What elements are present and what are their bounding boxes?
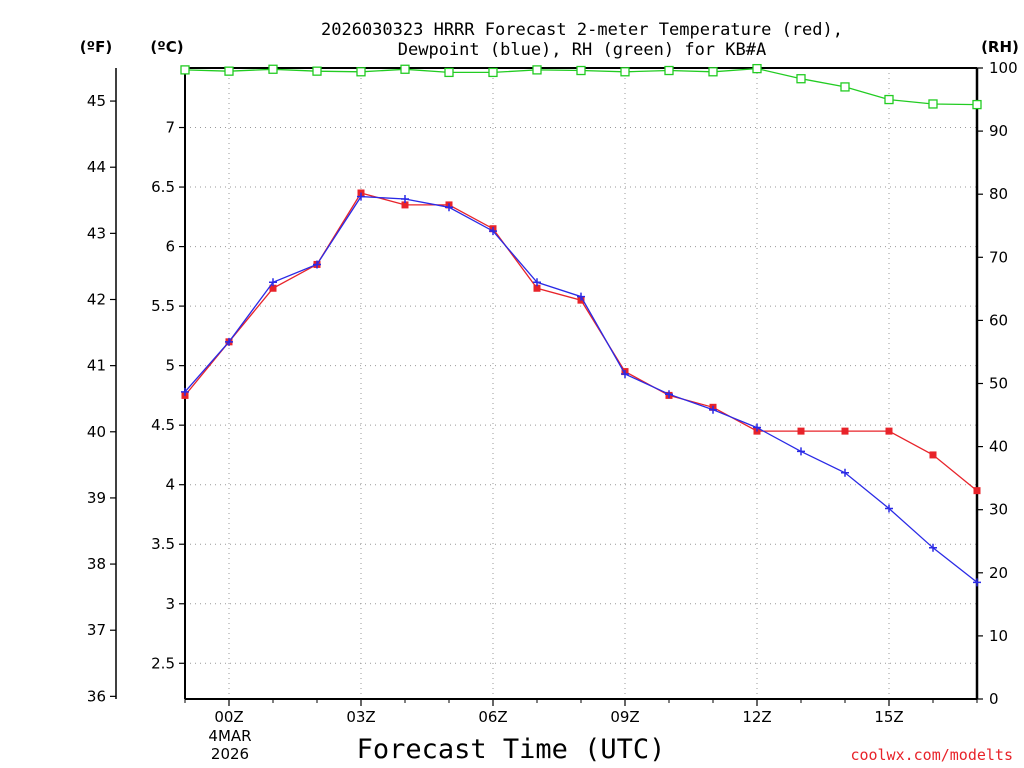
dewpoint-point bbox=[973, 578, 981, 587]
rh-point bbox=[972, 99, 982, 110]
fahrenheit-unit-label: (ºF) bbox=[80, 38, 112, 56]
rh-point bbox=[532, 65, 542, 75]
rh-point bbox=[224, 66, 234, 76]
temperature-point bbox=[533, 284, 541, 292]
celsius-tick-label: 5.5 bbox=[151, 297, 175, 315]
rh-tick-label: 50 bbox=[989, 375, 1008, 393]
fahrenheit-tick-label: 39 bbox=[87, 489, 106, 507]
celsius-tick-label: 3.5 bbox=[151, 535, 175, 553]
dewpoint-point bbox=[753, 423, 761, 432]
celsius-tick-label: 5 bbox=[165, 357, 175, 375]
temperature-point bbox=[841, 427, 849, 435]
temperature-point bbox=[269, 284, 277, 292]
dewpoint-point bbox=[401, 194, 409, 203]
celsius-tick-label: 7 bbox=[165, 119, 175, 137]
fahrenheit-tick-label: 36 bbox=[87, 687, 106, 705]
celsius-unit-label: (ºC) bbox=[150, 38, 183, 56]
rh-point bbox=[664, 65, 674, 76]
celsius-tick-label: 4.5 bbox=[151, 416, 175, 434]
rh-unit-label: (RH) bbox=[981, 38, 1019, 56]
dewpoint-point bbox=[357, 192, 365, 201]
rh-point bbox=[708, 67, 718, 77]
x-tick-label: 06Z bbox=[478, 708, 507, 726]
rh-tick-label: 20 bbox=[989, 564, 1008, 582]
celsius-tick-label: 2.5 bbox=[151, 654, 175, 672]
rh-point bbox=[312, 66, 322, 76]
fahrenheit-tick-label: 37 bbox=[87, 621, 106, 639]
dewpoint-point bbox=[797, 447, 805, 456]
date-label-year: 2026 bbox=[211, 745, 249, 763]
rh-point bbox=[444, 67, 454, 78]
rh-point bbox=[840, 82, 850, 92]
celsius-tick-label: 3 bbox=[165, 595, 175, 613]
fahrenheit-tick-label: 44 bbox=[87, 158, 106, 176]
rh-point bbox=[268, 64, 278, 74]
rh-tick-label: 40 bbox=[989, 438, 1008, 456]
dewpoint-point bbox=[577, 292, 585, 301]
rh-tick-label: 10 bbox=[989, 627, 1008, 645]
dewpoint-point bbox=[929, 543, 937, 552]
rh-tick-label: 90 bbox=[989, 122, 1008, 140]
fahrenheit-tick-label: 40 bbox=[87, 423, 106, 441]
chart-title-line2: Dewpoint (blue), RH (green) for KB#A bbox=[398, 40, 766, 60]
celsius-tick-label: 6 bbox=[165, 238, 175, 256]
dewpoint-point bbox=[885, 504, 893, 513]
dewpoint-point bbox=[313, 260, 321, 269]
rh-tick-label: 100 bbox=[989, 59, 1018, 77]
rh-point bbox=[796, 74, 806, 84]
rh-tick-label: 30 bbox=[989, 501, 1008, 519]
rh-tick-label: 60 bbox=[989, 311, 1008, 329]
x-tick-label: 03Z bbox=[346, 708, 375, 726]
fahrenheit-tick-label: 45 bbox=[87, 92, 106, 110]
fahrenheit-tick-label: 43 bbox=[87, 224, 106, 242]
temperature-point bbox=[929, 451, 937, 459]
rh-point bbox=[752, 63, 762, 74]
dewpoint-point bbox=[181, 387, 189, 396]
axes: 36 37 38 39 40 41 42 43 44 45 2.5 3 3.5 4 4.5 5 5.5 6 6.5 7… bbox=[87, 59, 1018, 726]
dewpoint-point bbox=[665, 390, 673, 399]
celsius-tick-label: 6.5 bbox=[151, 178, 175, 196]
dewpoint-point bbox=[489, 227, 497, 236]
dewpoint-point bbox=[841, 468, 849, 477]
dewpoint-point bbox=[621, 369, 629, 378]
date-label-day: 4MAR bbox=[208, 727, 251, 745]
x-tick-label: 00Z bbox=[214, 708, 243, 726]
rh-point bbox=[928, 99, 938, 109]
temperature-point bbox=[885, 427, 893, 435]
temperature-point bbox=[797, 427, 805, 435]
celsius-tick-label: 4 bbox=[165, 476, 175, 494]
fahrenheit-tick-label: 38 bbox=[87, 555, 106, 573]
fahrenheit-tick-label: 42 bbox=[87, 290, 106, 308]
temperature-point bbox=[973, 487, 981, 495]
dewpoint-point bbox=[225, 337, 233, 346]
rh-tick-label: 70 bbox=[989, 248, 1008, 266]
series bbox=[180, 63, 982, 587]
dewpoint-series-line bbox=[184, 195, 978, 583]
chart-title-line1: 2026030323 HRRR Forecast 2-meter Tempera… bbox=[321, 20, 843, 40]
x-tick-label: 12Z bbox=[742, 708, 771, 726]
rh-point bbox=[620, 67, 630, 77]
x-tick-label: 15Z bbox=[874, 708, 903, 726]
dewpoint-point bbox=[709, 405, 717, 414]
dewpoint-point bbox=[533, 278, 541, 287]
dewpoint-point bbox=[445, 203, 453, 212]
rh-tick-label: 80 bbox=[989, 185, 1008, 203]
temperature-series-line bbox=[184, 192, 978, 492]
rh-point bbox=[884, 94, 894, 105]
rh-point bbox=[400, 64, 410, 74]
x-tick-label: 09Z bbox=[610, 708, 639, 726]
dewpoint-point bbox=[269, 278, 277, 287]
x-axis-label: Forecast Time (UTC) bbox=[357, 734, 666, 765]
fahrenheit-tick-label: 41 bbox=[87, 357, 106, 375]
rh-point bbox=[356, 67, 366, 77]
temperature-point bbox=[401, 201, 409, 209]
source-credit: coolwx.com/modelts bbox=[850, 746, 1013, 764]
rh-point bbox=[180, 65, 190, 75]
rh-tick-label: 0 bbox=[989, 690, 999, 708]
rh-point bbox=[576, 65, 586, 76]
rh-point bbox=[488, 67, 498, 78]
grid bbox=[185, 68, 977, 699]
